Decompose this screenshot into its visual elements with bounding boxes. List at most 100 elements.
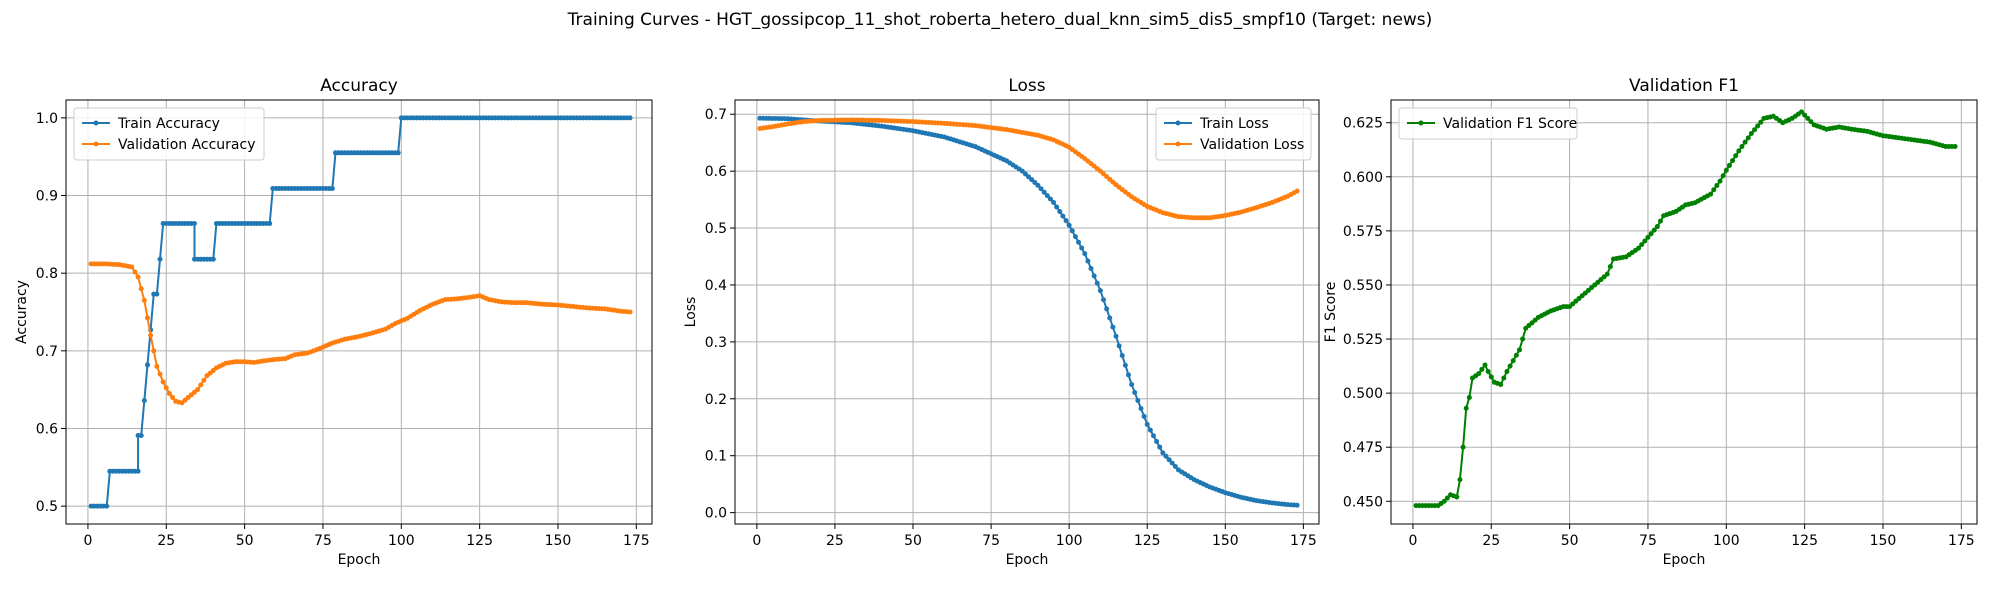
f1-data-point — [1485, 368, 1491, 374]
accuracy-data-point — [144, 362, 150, 368]
accuracy-data-point — [166, 391, 172, 397]
accuracy-legend-marker — [93, 120, 99, 126]
accuracy-ytick-label: 0.9 — [36, 189, 58, 205]
loss-data-point — [1138, 405, 1144, 411]
f1-series-markers-0 — [1413, 109, 1958, 509]
loss-data-point — [1047, 196, 1053, 202]
loss-data-point — [1163, 453, 1169, 459]
f1-data-point — [1808, 119, 1814, 125]
f1-legend: Validation F1 Score — [1398, 107, 1578, 140]
f1-data-point — [1648, 231, 1654, 237]
loss-data-point — [1172, 464, 1178, 470]
accuracy-data-point — [144, 315, 150, 321]
loss-data-point — [1294, 188, 1300, 194]
f1-y-axis-label: F1 Score — [1323, 282, 1339, 343]
loss-data-point — [1044, 193, 1050, 199]
loss-data-point — [1082, 251, 1088, 257]
f1-data-point — [1482, 362, 1488, 368]
f1-data-point — [1507, 363, 1513, 369]
f1-data-point — [1441, 498, 1447, 504]
loss-ytick-label: 0.5 — [705, 221, 727, 237]
loss-data-point — [1057, 209, 1063, 215]
loss-data-point — [1085, 258, 1091, 264]
loss-ytick-label: 0.7 — [705, 107, 727, 123]
accuracy-data-point — [157, 256, 163, 262]
loss-legend-label: Validation Loss — [1200, 137, 1304, 153]
f1-ytick-label: 0.450 — [1343, 494, 1383, 510]
accuracy-y-axis-label: Accuracy — [14, 280, 30, 344]
f1-xtick-label: 150 — [1870, 533, 1897, 549]
accuracy-series-markers-0 — [88, 115, 633, 509]
accuracy-data-point — [163, 385, 169, 391]
f1-data-point — [1520, 336, 1526, 342]
f1-data-point — [1720, 173, 1726, 179]
loss-legend: Train Loss Validation Loss — [1155, 107, 1312, 161]
f1-data-point — [1454, 494, 1460, 500]
loss-data-point — [1054, 204, 1060, 210]
accuracy-ytick-label: 1.0 — [36, 111, 58, 127]
f1-ytick-label: 0.500 — [1343, 386, 1383, 402]
accuracy-data-point — [267, 220, 273, 226]
f1-data-point — [1513, 352, 1519, 358]
accuracy-series-line-0 — [91, 116, 631, 508]
f1-ytick-label: 0.600 — [1343, 170, 1383, 186]
f1-ytick-label: 0.575 — [1343, 224, 1383, 240]
accuracy-legend-label: Train Accuracy — [117, 116, 220, 132]
accuracy-ytick-label: 0.6 — [36, 421, 58, 437]
loss-axes-frame — [734, 99, 1320, 525]
loss-data-point — [1135, 398, 1141, 403]
loss-data-point — [1169, 460, 1175, 466]
loss-xtick-label: 75 — [982, 533, 1000, 549]
loss-data-point — [1126, 372, 1131, 378]
f1-data-point — [1758, 119, 1764, 125]
accuracy-data-point — [135, 468, 141, 474]
f1-data-point — [1952, 144, 1958, 150]
accuracy-xtick-label: 75 — [314, 533, 332, 549]
loss-data-point — [1157, 444, 1163, 450]
loss-x-axis-label: Epoch — [1006, 552, 1049, 568]
loss-data-point — [1294, 502, 1300, 508]
f1-data-point — [1636, 245, 1642, 251]
accuracy-legend-box — [73, 107, 265, 161]
loss-data-point — [1132, 390, 1138, 396]
accuracy-xtick-label: 175 — [623, 533, 650, 549]
f1-data-point — [1498, 381, 1504, 387]
f1-xtick-label: 50 — [1561, 533, 1579, 549]
f1-data-point — [1733, 153, 1739, 159]
loss-series-markers-1 — [757, 117, 1300, 221]
f1-data-point — [1723, 167, 1729, 173]
f1-data-point — [1444, 495, 1450, 501]
accuracy-xtick-label: 25 — [157, 533, 175, 549]
f1-chart-title: Validation F1 — [1629, 76, 1739, 96]
loss-ytick-label: 0.2 — [705, 392, 727, 408]
f1-data-point — [1755, 123, 1761, 129]
accuracy-x-axis-label: Epoch — [338, 552, 381, 568]
accuracy-xtick-label: 125 — [466, 533, 493, 549]
loss-xtick-label: 125 — [1134, 533, 1161, 549]
accuracy-data-point — [157, 371, 163, 377]
accuracy-data-point — [154, 291, 160, 297]
loss-series-markers-0 — [757, 115, 1300, 508]
f1-xtick-label: 25 — [1482, 533, 1500, 549]
f1-data-point — [1476, 371, 1482, 377]
accuracy-xtick-label: 50 — [236, 533, 254, 549]
f1-xtick-label: 0 — [1408, 533, 1417, 549]
loss-data-point — [1141, 413, 1147, 419]
f1-data-point — [1463, 405, 1469, 411]
f1-data-point — [1457, 477, 1463, 483]
f1-data-point — [1607, 264, 1613, 270]
loss-panel: 0 25 50 75 100 125 150 175 0.0 0.1 0.2 0.3 0.4 0.5 0.6… — [683, 76, 1320, 568]
accuracy-data-point — [104, 503, 110, 509]
f1-data-point — [1642, 238, 1648, 244]
loss-data-point — [1147, 427, 1153, 433]
f1-data-point — [1488, 374, 1494, 380]
loss-data-point — [1104, 306, 1110, 312]
f1-data-point — [1802, 112, 1808, 118]
accuracy-xtick-label: 0 — [83, 533, 92, 549]
loss-data-point — [1079, 245, 1085, 251]
loss-data-point — [1113, 333, 1119, 339]
accuracy-data-point — [198, 382, 204, 388]
f1-data-point — [1736, 148, 1742, 154]
accuracy-data-point — [154, 363, 160, 369]
accuracy-ytick-label: 0.8 — [36, 266, 58, 282]
